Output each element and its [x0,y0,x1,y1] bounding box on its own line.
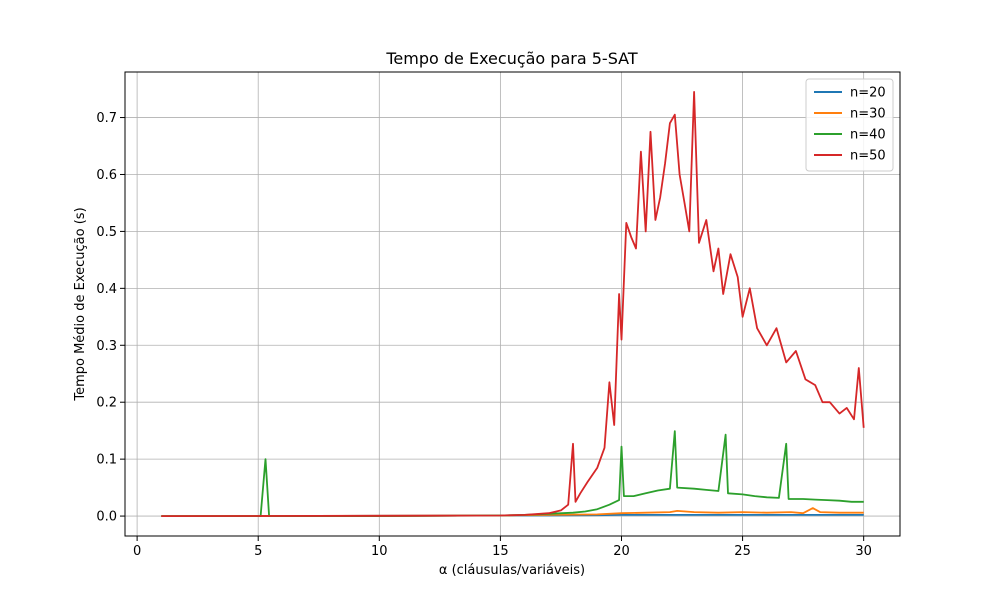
x-tick-label: 5 [254,544,262,559]
series-line-n=50 [161,91,865,517]
legend-label: n=40 [850,128,886,143]
legend-label: n=20 [850,86,886,101]
x-tick-label: 20 [613,544,630,559]
x-tick-label: 10 [371,544,388,559]
y-tick-label: 0.5 [96,225,117,240]
y-tick-label: 0.2 [96,396,117,411]
legend-box [805,78,894,172]
y-tick-label: 0.4 [96,282,117,297]
legend-label: n=50 [850,149,886,164]
y-axis-label: Tempo Médio de Execução (s) [73,207,88,401]
y-tick-label: 0.3 [96,339,117,354]
x-tick-label: 30 [855,544,872,559]
chart-title: Tempo de Execução para 5-SAT [385,49,637,68]
x-tick-label: 25 [734,544,751,559]
y-tick-label: 0.1 [96,453,117,468]
y-tick-label: 0.0 [96,510,117,525]
y-tick-label: 0.6 [96,168,117,183]
series-lines [161,91,865,517]
x-tick-label: 0 [133,544,141,559]
legend-label: n=30 [850,107,886,122]
series-line-n=30 [161,507,864,517]
legend: n=20 n=30 n=40 n=50 [805,78,894,172]
plot-frame [124,71,901,537]
axis-ticks: 0 5 10 15 20 25 30 0.0 0.1 0.2 0.3 0.4 0.5 0.6 0.7 [96,111,872,559]
x-tick-label: 15 [492,544,509,559]
x-axis-label: α (cláusulas/variáveis) [439,563,585,578]
y-tick-label: 0.7 [96,111,117,126]
